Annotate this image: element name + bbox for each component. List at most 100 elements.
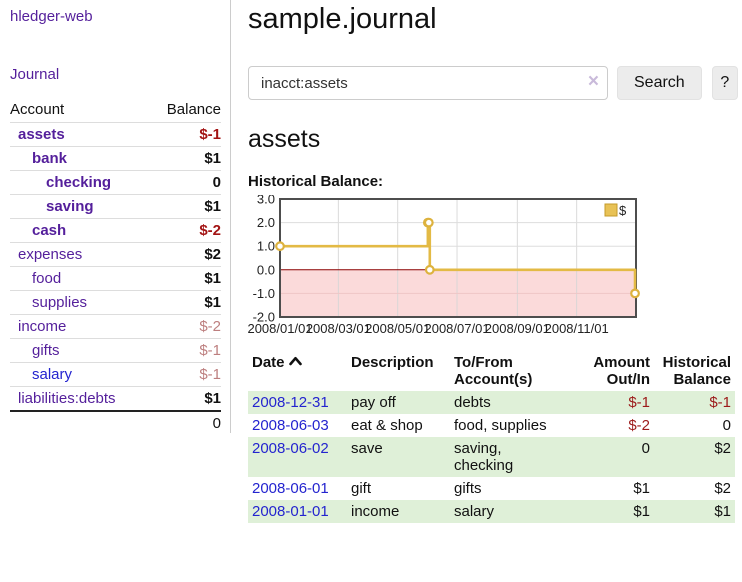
account-link-salary[interactable]: salary <box>32 366 73 383</box>
accounts-col-header-balance: Balance <box>166 101 221 118</box>
transaction-date-link[interactable]: 2008-06-01 <box>252 480 329 497</box>
clear-search-icon[interactable]: × <box>587 71 599 92</box>
accounts-col-header-account: Account <box>10 101 65 118</box>
chart-marker <box>275 241 285 252</box>
transaction-accounts: saving, checking <box>454 440 514 474</box>
account-row: liabilities:debts $1 <box>10 386 221 412</box>
account-row: expenses $2 <box>10 242 221 267</box>
search-button[interactable]: Search <box>617 66 702 100</box>
transaction-date-link[interactable]: 2008-12-31 <box>252 394 329 411</box>
y-tick-label: 3.0 <box>257 195 275 207</box>
chart-marker <box>423 217 434 228</box>
transaction-date-link[interactable]: 2008-06-03 <box>252 417 329 434</box>
register-col-header-amount: Amount Out/In <box>593 354 650 388</box>
register-row: 2008-12-31 pay off debts $-1 $-1 <box>248 391 735 414</box>
account-balance: 0 <box>212 174 221 191</box>
x-tick-label: 2008/11/01 <box>545 321 609 336</box>
account-link-income[interactable]: income <box>18 318 67 335</box>
account-link-liabilities-debts[interactable]: liabilities:debts <box>18 390 116 407</box>
account-balance: $-1 <box>199 342 221 359</box>
accounts-total-row: 0 <box>10 411 221 435</box>
x-tick-label: 2008/05/01 <box>365 321 430 336</box>
account-row: cash $-2 <box>10 218 221 243</box>
x-tick-label: 2008/01/01 <box>248 321 313 336</box>
transaction-amount: $1 <box>633 480 650 497</box>
register-table: Date Description To/From Account(s) Amou… <box>248 351 735 523</box>
search-input[interactable] <box>248 66 608 100</box>
app-brand-link[interactable]: hledger-web <box>10 8 93 25</box>
accounts-total-balance: 0 <box>212 415 221 432</box>
transaction-amount: 0 <box>641 440 650 457</box>
transaction-balance: $2 <box>714 440 731 457</box>
account-balance: $1 <box>204 198 221 215</box>
account-link-supplies[interactable]: supplies <box>32 294 88 311</box>
account-link-food[interactable]: food <box>32 270 62 287</box>
account-link-checking[interactable]: checking <box>46 174 112 191</box>
x-tick-label: 2008/03/01 <box>306 321 371 336</box>
transaction-amount: $-2 <box>628 417 650 434</box>
transaction-amount: $1 <box>633 503 650 520</box>
transaction-accounts: gifts <box>454 480 482 497</box>
chart-marker <box>424 264 435 275</box>
transaction-description: save <box>351 440 383 457</box>
chart-title: Historical Balance: <box>248 173 384 190</box>
account-row: saving $1 <box>10 194 221 219</box>
chart-marker <box>630 288 640 299</box>
account-row: salary $-1 <box>10 362 221 387</box>
historical-balance-chart: $3.0 2.0 1.0 0.0 -1.0 -2.02008/01/012008/03/0… <box>248 195 640 336</box>
help-button[interactable]: ? <box>711 66 738 100</box>
date-header-label: Date <box>252 354 285 371</box>
account-balance: $1 <box>204 150 221 167</box>
account-balance: $-2 <box>199 318 221 335</box>
y-tick-label: -2.0 <box>253 310 275 325</box>
transaction-balance: $-1 <box>709 394 731 411</box>
y-tick-label: 0.0 <box>257 262 275 277</box>
y-tick-label: 1.0 <box>257 239 275 254</box>
transaction-balance: $1 <box>714 503 731 520</box>
account-balance: $1 <box>204 390 221 407</box>
transaction-balance: 0 <box>722 417 731 434</box>
accounts-table: Account Balance assets $-1 bank $1 check… <box>10 98 221 435</box>
account-row: checking 0 <box>10 170 221 195</box>
register-col-header-date[interactable]: Date <box>248 351 347 391</box>
account-link-saving[interactable]: saving <box>46 198 94 215</box>
transaction-description: eat & shop <box>351 417 423 434</box>
transaction-balance: $2 <box>714 480 731 497</box>
main-content: sample.journal × Search ? assets Histori… <box>248 0 738 523</box>
y-tick-label: -1.0 <box>253 286 275 301</box>
register-row: 2008-06-01 gift gifts $1 $2 <box>248 477 735 500</box>
sidebar-item-journal[interactable]: Journal <box>10 66 60 83</box>
register-col-header-tofrom: To/From Account(s) <box>454 354 533 388</box>
transaction-date-link[interactable]: 2008-01-01 <box>252 503 329 520</box>
account-link-expenses[interactable]: expenses <box>18 246 83 263</box>
transaction-description: gift <box>351 480 372 497</box>
transaction-amount: $-1 <box>628 394 650 411</box>
account-balance: $1 <box>204 294 221 311</box>
register-col-header-balance: Historical Balance <box>662 354 731 388</box>
account-link-cash[interactable]: cash <box>32 222 67 239</box>
account-row: bank $1 <box>10 146 221 171</box>
register-col-header-description: Description <box>351 354 434 371</box>
transaction-accounts: debts <box>454 394 491 411</box>
transaction-accounts: food, supplies <box>454 417 547 434</box>
account-page-heading: assets <box>248 125 321 153</box>
transaction-date-link[interactable]: 2008-06-02 <box>252 440 329 457</box>
account-balance: $-1 <box>199 126 221 143</box>
account-link-bank[interactable]: bank <box>32 150 68 167</box>
x-tick-label: 2008/07/01 <box>424 321 489 336</box>
legend-swatch <box>604 203 618 217</box>
sort-ascending-icon <box>288 356 302 366</box>
transaction-description: income <box>351 503 400 520</box>
transaction-description: pay off <box>351 394 396 411</box>
register-row: 2008-01-01 income salary $1 $1 <box>248 500 735 523</box>
page-title: sample.journal <box>248 3 437 35</box>
account-row: assets $-1 <box>10 122 221 147</box>
account-row: food $1 <box>10 266 221 291</box>
register-row: 2008-06-03 eat & shop food, supplies $-2… <box>248 414 735 437</box>
account-row: supplies $1 <box>10 290 221 315</box>
account-balance: $2 <box>204 246 221 263</box>
account-link-gifts[interactable]: gifts <box>32 342 60 359</box>
account-link-assets[interactable]: assets <box>18 126 65 143</box>
account-row: gifts $-1 <box>10 338 221 363</box>
search-form: × Search ? <box>248 66 738 100</box>
